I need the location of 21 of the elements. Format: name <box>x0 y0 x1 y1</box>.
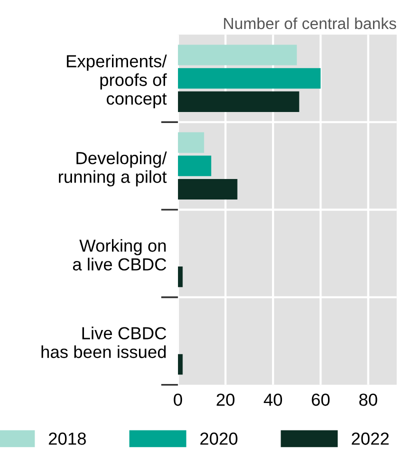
legend-label: 2020 <box>200 432 238 445</box>
x-tick-label: 0 <box>174 394 182 406</box>
x-tick-label: 20 <box>216 394 234 406</box>
x-tick-label: 80 <box>359 394 378 406</box>
bar <box>178 156 212 176</box>
bar <box>178 178 238 200</box>
bar <box>178 354 183 375</box>
y-tick-label: Working on a live CBDC <box>72 239 166 271</box>
legend-label: 2022 <box>352 432 389 445</box>
bar <box>178 266 183 288</box>
bar <box>178 132 204 153</box>
bar <box>178 68 321 89</box>
x-tick-label: 40 <box>264 394 282 406</box>
y-tick-label: Developing/ running a pilot <box>58 152 167 186</box>
bar <box>178 44 297 66</box>
bar <box>178 91 300 112</box>
chart-title: Number of central banks <box>224 17 396 30</box>
y-tick-label: Live CBDC has been issued <box>42 326 166 358</box>
y-tick-label: Experiments/ proofs of concept <box>66 54 167 108</box>
legend-label: 2018 <box>48 432 86 445</box>
x-tick-label: 60 <box>312 394 330 406</box>
